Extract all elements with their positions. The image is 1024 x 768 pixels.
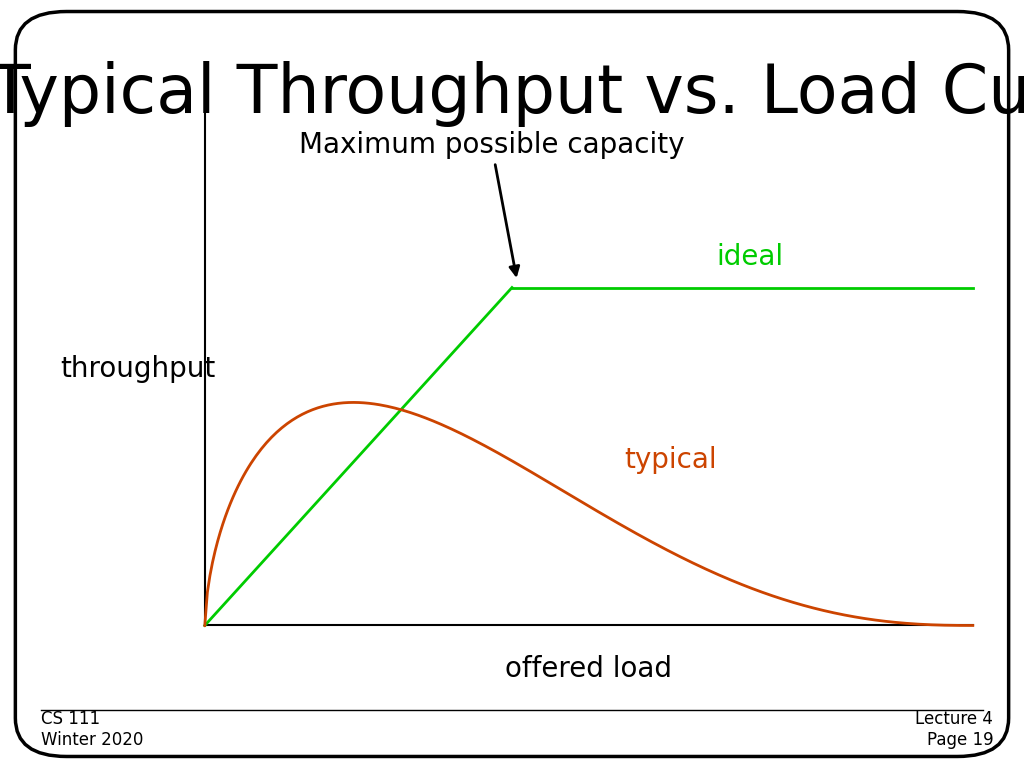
Text: Lecture 4
Page 19: Lecture 4 Page 19 bbox=[915, 710, 993, 749]
Text: CS 111
Winter 2020: CS 111 Winter 2020 bbox=[41, 710, 143, 749]
Text: offered load: offered load bbox=[505, 655, 673, 683]
Text: throughput: throughput bbox=[60, 355, 216, 382]
Text: typical: typical bbox=[625, 446, 717, 475]
Text: Typical Throughput vs. Load Curve: Typical Throughput vs. Load Curve bbox=[0, 61, 1024, 127]
Text: Maximum possible capacity: Maximum possible capacity bbox=[299, 131, 684, 275]
Text: ideal: ideal bbox=[717, 243, 784, 270]
